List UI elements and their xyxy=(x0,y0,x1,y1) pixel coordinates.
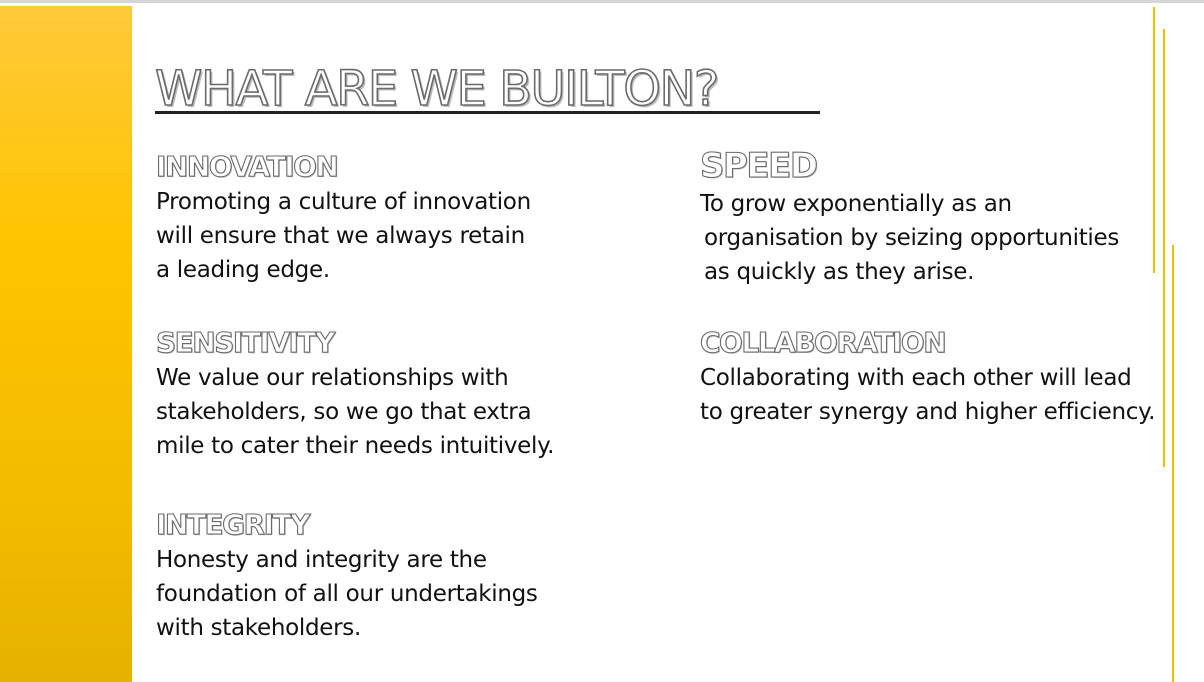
section-innovation: INNOVATION Promoting a culture of innova… xyxy=(155,150,531,287)
body-line: to greater synergy and higher efficiency… xyxy=(700,399,1156,425)
section-heading-collaboration: COLLABORATION xyxy=(699,326,947,359)
section-heading-sensitivity: SENSITIVITY xyxy=(155,326,335,359)
body-line: mile to cater their needs intuitively. xyxy=(156,433,555,459)
body-line: Promoting a culture of innovation xyxy=(156,189,531,215)
body-line: We value our relationships with xyxy=(156,365,509,391)
body-line: To grow exponentially as an xyxy=(700,191,1012,217)
section-sensitivity: SENSITIVITY We value our relationships w… xyxy=(155,326,554,463)
body-line: will ensure that we always retain xyxy=(156,223,525,249)
title-underline xyxy=(155,111,820,114)
section-heading-speed: SPEED xyxy=(699,146,818,186)
section-body-innovation: Promoting a culture of innovation will e… xyxy=(156,185,531,287)
section-body-sensitivity: We value our relationships with stakehol… xyxy=(156,361,554,463)
body-line: as quickly as they arise. xyxy=(704,259,975,285)
body-line: with stakeholders. xyxy=(156,615,361,641)
section-body-speed: To grow exponentially as an organisation… xyxy=(700,187,1119,289)
body-line: stakeholders, so we go that extra xyxy=(156,399,532,425)
body-line: foundation of all our undertakings xyxy=(156,581,538,607)
section-collaboration: COLLABORATION Collaborating with each ot… xyxy=(699,326,1155,429)
decorative-vertical-line xyxy=(1172,245,1174,682)
decorative-vertical-line xyxy=(1153,7,1155,273)
body-line: Collaborating with each other will lead xyxy=(700,365,1132,391)
body-line: a leading edge. xyxy=(156,257,330,283)
section-integrity: INTEGRITY Honesty and integrity are the … xyxy=(155,508,538,645)
section-heading-integrity: INTEGRITY xyxy=(155,508,311,541)
section-speed: SPEED To grow exponentially as an organi… xyxy=(699,146,1119,289)
section-heading-innovation: INNOVATION xyxy=(155,150,339,183)
accent-side-bar xyxy=(0,6,132,682)
section-body-collaboration: Collaborating with each other will lead … xyxy=(700,361,1155,429)
body-line: Honesty and integrity are the xyxy=(156,547,487,573)
decorative-vertical-line xyxy=(1163,29,1165,467)
slide-title: WHAT ARE WE BUILTON? xyxy=(154,60,720,118)
body-line: organisation by seizing opportunities xyxy=(704,225,1120,251)
section-body-integrity: Honesty and integrity are the foundation… xyxy=(156,543,538,645)
